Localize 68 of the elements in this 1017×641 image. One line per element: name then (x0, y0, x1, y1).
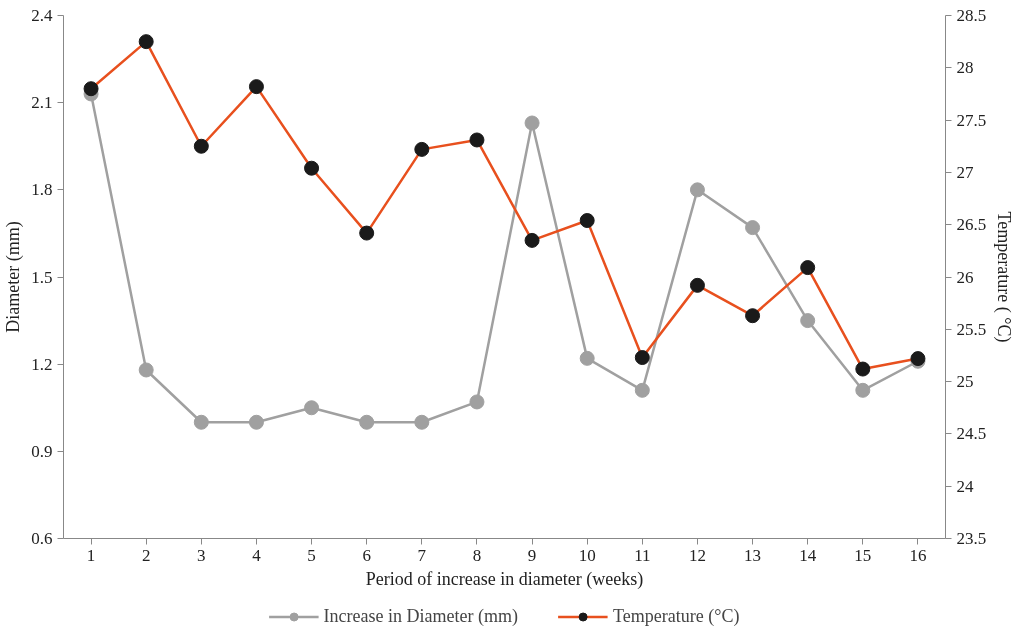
y2-axis-title: Temperature ( °C) (993, 211, 1015, 343)
y2-tick-label: 26 (956, 267, 974, 287)
x-tick-label: 4 (252, 545, 262, 565)
y-tick-label: 1.5 (31, 267, 53, 287)
x-tick-label: 1 (86, 545, 96, 565)
x-tick-label: 6 (362, 545, 371, 565)
point (248, 414, 264, 430)
x-tick-label: 2 (141, 545, 151, 565)
legend-label: Temperature (°C) (613, 605, 740, 627)
x-tick-label: 11 (634, 545, 651, 565)
x-tick-label: 10 (578, 545, 596, 565)
point (193, 414, 209, 430)
point (469, 394, 485, 410)
y2-tick-label: 28 (956, 58, 974, 78)
x-tick-label: 12 (688, 545, 706, 565)
point (634, 350, 650, 366)
point (193, 138, 209, 154)
point (689, 277, 705, 293)
point (689, 182, 705, 198)
point (579, 213, 595, 228)
y2-tick-label: 25.5 (956, 319, 987, 339)
legend-label: Increase in Diameter (mm) (323, 605, 519, 627)
x-tick-label: 9 (527, 545, 537, 565)
x-tick-label: 16 (909, 545, 927, 565)
point (359, 414, 375, 430)
point (138, 34, 154, 50)
y-axis-title: Diameter (mm) (3, 221, 25, 333)
point (304, 160, 320, 176)
x-tick-label: 15 (854, 545, 872, 565)
y-tick-label: 0.6 (31, 529, 53, 548)
point (359, 225, 375, 241)
x-tick-label: 7 (417, 545, 427, 565)
y2-tick-label: 28.5 (956, 6, 987, 25)
y-tick-label: 1.8 (31, 180, 53, 200)
point (634, 382, 650, 398)
x-axis-title: Period of increase in diameter (weeks) (365, 568, 644, 590)
x-tick-label: 8 (472, 545, 482, 565)
y2-tick-label: 23.5 (956, 529, 987, 548)
point (469, 132, 485, 148)
point (800, 313, 816, 329)
y-tick-label: 0.9 (31, 441, 53, 461)
y2-tick-label: 24.5 (956, 424, 987, 444)
point (138, 362, 154, 378)
y2-tick-label: 24 (956, 476, 974, 496)
y-tick-label: 2.1 (31, 93, 53, 113)
point (414, 141, 430, 157)
point (414, 414, 430, 430)
x-tick-label: 14 (799, 545, 817, 565)
point (83, 81, 99, 97)
y-tick-label: 2.4 (31, 6, 53, 25)
point (524, 115, 540, 131)
point (579, 350, 595, 366)
x-tick-label: 3 (197, 545, 206, 565)
point (745, 308, 761, 324)
x-tick-label: 5 (307, 545, 316, 565)
x-tick-label: 13 (744, 545, 762, 565)
y2-tick-label: 27.5 (956, 110, 987, 130)
point (304, 400, 320, 416)
y-tick-label: 1.2 (31, 354, 53, 374)
point (524, 232, 540, 248)
y2-tick-label: 26.5 (956, 215, 987, 235)
point (745, 220, 761, 236)
point (855, 382, 871, 398)
y2-tick-label: 27 (956, 162, 974, 182)
point (248, 79, 264, 95)
point (855, 361, 871, 377)
point (800, 260, 816, 276)
y2-tick-label: 25 (956, 372, 974, 392)
